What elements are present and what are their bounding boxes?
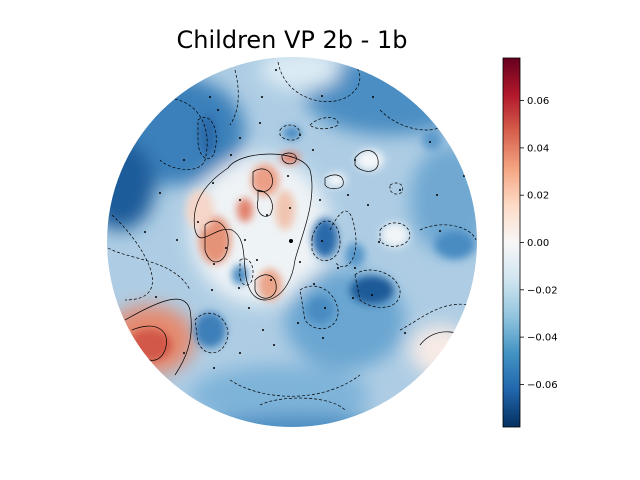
colorbar-tick-label: 0.02	[527, 191, 549, 202]
colorbar-gradient	[502, 57, 521, 428]
chart-title: Children VP 2b - 1b	[177, 26, 408, 54]
colorbar-tick-label: 0.06	[527, 96, 549, 107]
colorbar-tick-label: −0.06	[527, 380, 558, 391]
colorbar-tick-label: 0.00	[527, 238, 549, 249]
colorbar-tick-label: 0.04	[527, 143, 549, 154]
colorbar-tick-label: −0.04	[527, 333, 558, 344]
colorbar: −0.06 −0.04 −0.02 0.00 0.02 0.04 0.06	[502, 57, 558, 428]
colorbar-ticks: −0.06 −0.04 −0.02 0.00 0.02 0.04 0.06	[520, 96, 558, 391]
topomap-field	[107, 57, 477, 427]
colorbar-tick-label: −0.02	[527, 285, 558, 296]
